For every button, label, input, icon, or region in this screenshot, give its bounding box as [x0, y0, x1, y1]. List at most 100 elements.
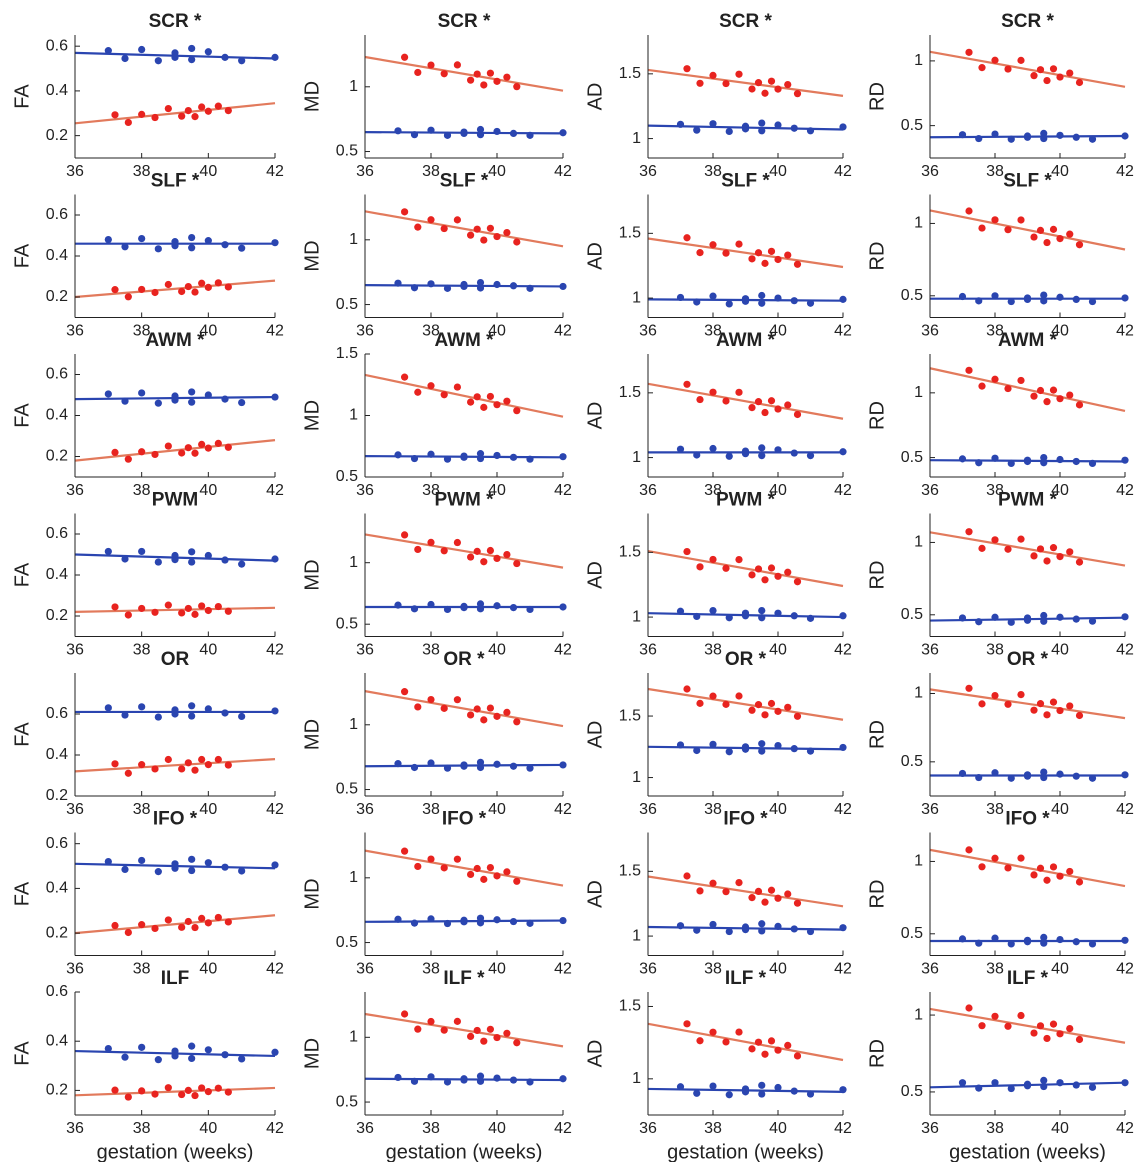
- x-tick-label: 36: [921, 642, 939, 659]
- y-tick-label: 1.5: [619, 65, 641, 82]
- y-tick-label: 0.5: [901, 117, 923, 134]
- point: [1072, 938, 1080, 946]
- point: [224, 1088, 232, 1096]
- point: [958, 292, 967, 301]
- x-tick-label: 42: [1116, 961, 1134, 978]
- point: [1066, 391, 1074, 399]
- point: [178, 923, 186, 931]
- point: [111, 603, 119, 611]
- point: [198, 755, 206, 764]
- point: [790, 124, 798, 132]
- point: [758, 740, 766, 748]
- fit-line: [647, 1022, 844, 1062]
- point: [754, 887, 763, 896]
- y-axis-label: RD: [866, 82, 888, 111]
- point: [138, 389, 146, 397]
- x-tick-label: 36: [66, 163, 84, 180]
- point: [480, 558, 488, 566]
- point: [965, 846, 973, 854]
- point: [473, 864, 481, 873]
- point: [1040, 453, 1048, 462]
- point: [460, 1076, 468, 1084]
- y-tick-label: 1.5: [336, 345, 358, 362]
- point: [1004, 65, 1012, 73]
- point: [467, 870, 475, 879]
- x-tick-label: 36: [639, 1120, 657, 1137]
- x-tick-label: 42: [1116, 323, 1134, 340]
- point: [1023, 616, 1032, 624]
- point: [1040, 1082, 1048, 1091]
- point: [758, 127, 766, 135]
- point: [559, 282, 567, 291]
- point: [198, 279, 206, 287]
- point: [774, 707, 782, 715]
- y-axis-label: AD: [584, 83, 606, 111]
- x-tick-label: 38: [422, 482, 440, 499]
- point: [188, 233, 196, 242]
- y-tick-label: 0.5: [901, 753, 923, 770]
- point: [709, 879, 717, 887]
- x-tick-label: 42: [554, 482, 572, 499]
- point: [124, 455, 132, 463]
- point: [1121, 132, 1129, 140]
- point: [204, 606, 212, 615]
- point: [696, 249, 704, 257]
- point: [758, 747, 766, 755]
- point: [453, 1017, 461, 1025]
- x-tick-label: 40: [199, 482, 217, 499]
- point: [978, 382, 986, 390]
- point: [975, 618, 983, 626]
- point: [1056, 293, 1064, 301]
- point: [758, 1090, 766, 1098]
- fit-line: [364, 1012, 564, 1048]
- y-tick-label: 0.2: [46, 924, 68, 941]
- point: [958, 1079, 967, 1087]
- panel: ILF * AD 1 1.5 36 38 40 42 gestation (weeks): [584, 968, 852, 1163]
- point: [793, 712, 802, 720]
- point: [111, 111, 119, 119]
- point: [238, 398, 246, 407]
- point: [1056, 770, 1064, 778]
- point: [460, 603, 468, 612]
- panel: AWM * MD 0.5 1 1.5 36 38 40 42: [301, 330, 572, 499]
- point: [741, 1088, 750, 1096]
- point: [758, 452, 766, 460]
- point: [188, 56, 196, 64]
- point: [1040, 129, 1048, 137]
- point: [138, 1043, 146, 1051]
- y-tick-label: 1: [632, 289, 641, 306]
- point: [214, 602, 222, 611]
- point: [476, 284, 485, 292]
- point: [1049, 1020, 1058, 1028]
- x-tick-label: 36: [66, 961, 84, 978]
- point: [154, 868, 162, 876]
- point: [453, 216, 461, 224]
- x-tick-label: 40: [1051, 642, 1069, 659]
- x-tick-label: 42: [1116, 1120, 1134, 1137]
- point: [774, 609, 782, 617]
- fit-line: [364, 210, 564, 248]
- panel: ILF * RD 0.5 1 36 38 40 42 gestation (weeks): [866, 968, 1134, 1163]
- point: [503, 708, 511, 716]
- point: [725, 127, 733, 136]
- point: [754, 79, 763, 87]
- point: [480, 403, 488, 411]
- panel-title: IFO *: [442, 809, 487, 830]
- point: [790, 745, 798, 753]
- point: [427, 538, 435, 547]
- point: [1004, 1022, 1012, 1030]
- point: [991, 769, 999, 777]
- point: [1007, 940, 1015, 948]
- point: [676, 1083, 685, 1091]
- y-tick-label: 0.2: [46, 787, 68, 804]
- y-axis-label: RD: [866, 1039, 888, 1068]
- point: [1036, 1022, 1045, 1030]
- point: [104, 1044, 112, 1053]
- point: [486, 224, 494, 232]
- panel: SCR * MD 0.5 1 36 38 40 42: [301, 11, 572, 180]
- point: [473, 393, 481, 401]
- point: [493, 401, 501, 409]
- panel-title: PWM *: [716, 490, 776, 511]
- point: [138, 234, 146, 243]
- x-tick-label: 38: [133, 482, 151, 499]
